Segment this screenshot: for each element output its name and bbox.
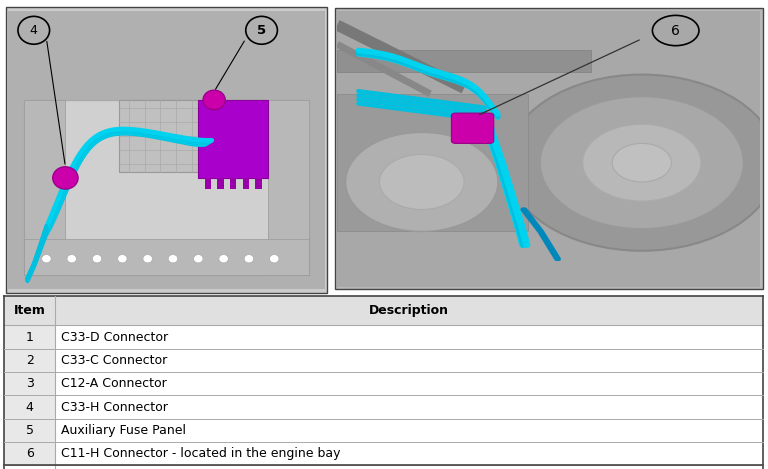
FancyBboxPatch shape bbox=[4, 296, 763, 325]
Circle shape bbox=[67, 255, 77, 263]
Text: 6: 6 bbox=[671, 23, 680, 38]
Text: C12-A Connector: C12-A Connector bbox=[61, 377, 167, 390]
Text: 1: 1 bbox=[25, 331, 34, 344]
Circle shape bbox=[143, 255, 152, 263]
Circle shape bbox=[540, 97, 743, 229]
Text: E189517: E189517 bbox=[9, 299, 55, 309]
Text: 4: 4 bbox=[30, 24, 38, 37]
Polygon shape bbox=[25, 100, 309, 275]
Text: 6: 6 bbox=[25, 447, 34, 460]
FancyBboxPatch shape bbox=[119, 100, 268, 173]
Circle shape bbox=[168, 255, 177, 263]
FancyBboxPatch shape bbox=[452, 113, 494, 144]
Circle shape bbox=[92, 255, 102, 263]
Text: 5: 5 bbox=[25, 424, 34, 437]
Polygon shape bbox=[25, 100, 65, 275]
FancyBboxPatch shape bbox=[55, 349, 763, 372]
FancyBboxPatch shape bbox=[337, 50, 591, 72]
Text: C33-H Connector: C33-H Connector bbox=[61, 401, 168, 414]
Polygon shape bbox=[25, 239, 309, 275]
Circle shape bbox=[219, 255, 228, 263]
Polygon shape bbox=[268, 100, 309, 275]
FancyBboxPatch shape bbox=[4, 372, 55, 395]
Circle shape bbox=[53, 167, 78, 189]
Circle shape bbox=[41, 255, 51, 263]
Circle shape bbox=[270, 255, 279, 263]
FancyBboxPatch shape bbox=[4, 419, 55, 442]
Circle shape bbox=[379, 154, 464, 210]
FancyBboxPatch shape bbox=[55, 372, 763, 395]
Circle shape bbox=[118, 255, 127, 263]
Text: 3: 3 bbox=[25, 377, 34, 390]
FancyBboxPatch shape bbox=[230, 178, 237, 189]
Polygon shape bbox=[337, 11, 760, 287]
Text: C11-H Connector - located in the engine bay: C11-H Connector - located in the engine … bbox=[61, 447, 341, 460]
FancyBboxPatch shape bbox=[255, 178, 262, 189]
FancyBboxPatch shape bbox=[204, 178, 211, 189]
Polygon shape bbox=[8, 11, 325, 289]
FancyBboxPatch shape bbox=[55, 442, 763, 465]
FancyBboxPatch shape bbox=[55, 419, 763, 442]
FancyBboxPatch shape bbox=[4, 395, 55, 419]
FancyBboxPatch shape bbox=[243, 178, 249, 189]
FancyBboxPatch shape bbox=[55, 395, 763, 419]
FancyBboxPatch shape bbox=[198, 100, 268, 178]
Circle shape bbox=[203, 90, 225, 110]
Text: C33-C Connector: C33-C Connector bbox=[61, 354, 167, 367]
Circle shape bbox=[244, 255, 253, 263]
Circle shape bbox=[612, 144, 671, 182]
Circle shape bbox=[194, 255, 203, 263]
Text: 5: 5 bbox=[257, 24, 266, 37]
Text: C33-D Connector: C33-D Connector bbox=[61, 331, 168, 344]
Circle shape bbox=[346, 132, 498, 232]
FancyBboxPatch shape bbox=[55, 325, 763, 349]
FancyBboxPatch shape bbox=[4, 325, 55, 349]
FancyBboxPatch shape bbox=[337, 94, 528, 232]
FancyBboxPatch shape bbox=[217, 178, 223, 189]
Text: Description: Description bbox=[369, 304, 449, 318]
FancyBboxPatch shape bbox=[4, 349, 55, 372]
Circle shape bbox=[583, 124, 701, 201]
Text: 2: 2 bbox=[25, 354, 34, 367]
Circle shape bbox=[506, 75, 768, 251]
Text: 4: 4 bbox=[25, 401, 34, 414]
FancyBboxPatch shape bbox=[6, 7, 327, 293]
Text: Item: Item bbox=[14, 304, 45, 318]
Text: Auxiliary Fuse Panel: Auxiliary Fuse Panel bbox=[61, 424, 187, 437]
FancyBboxPatch shape bbox=[4, 442, 55, 465]
FancyBboxPatch shape bbox=[335, 8, 763, 289]
